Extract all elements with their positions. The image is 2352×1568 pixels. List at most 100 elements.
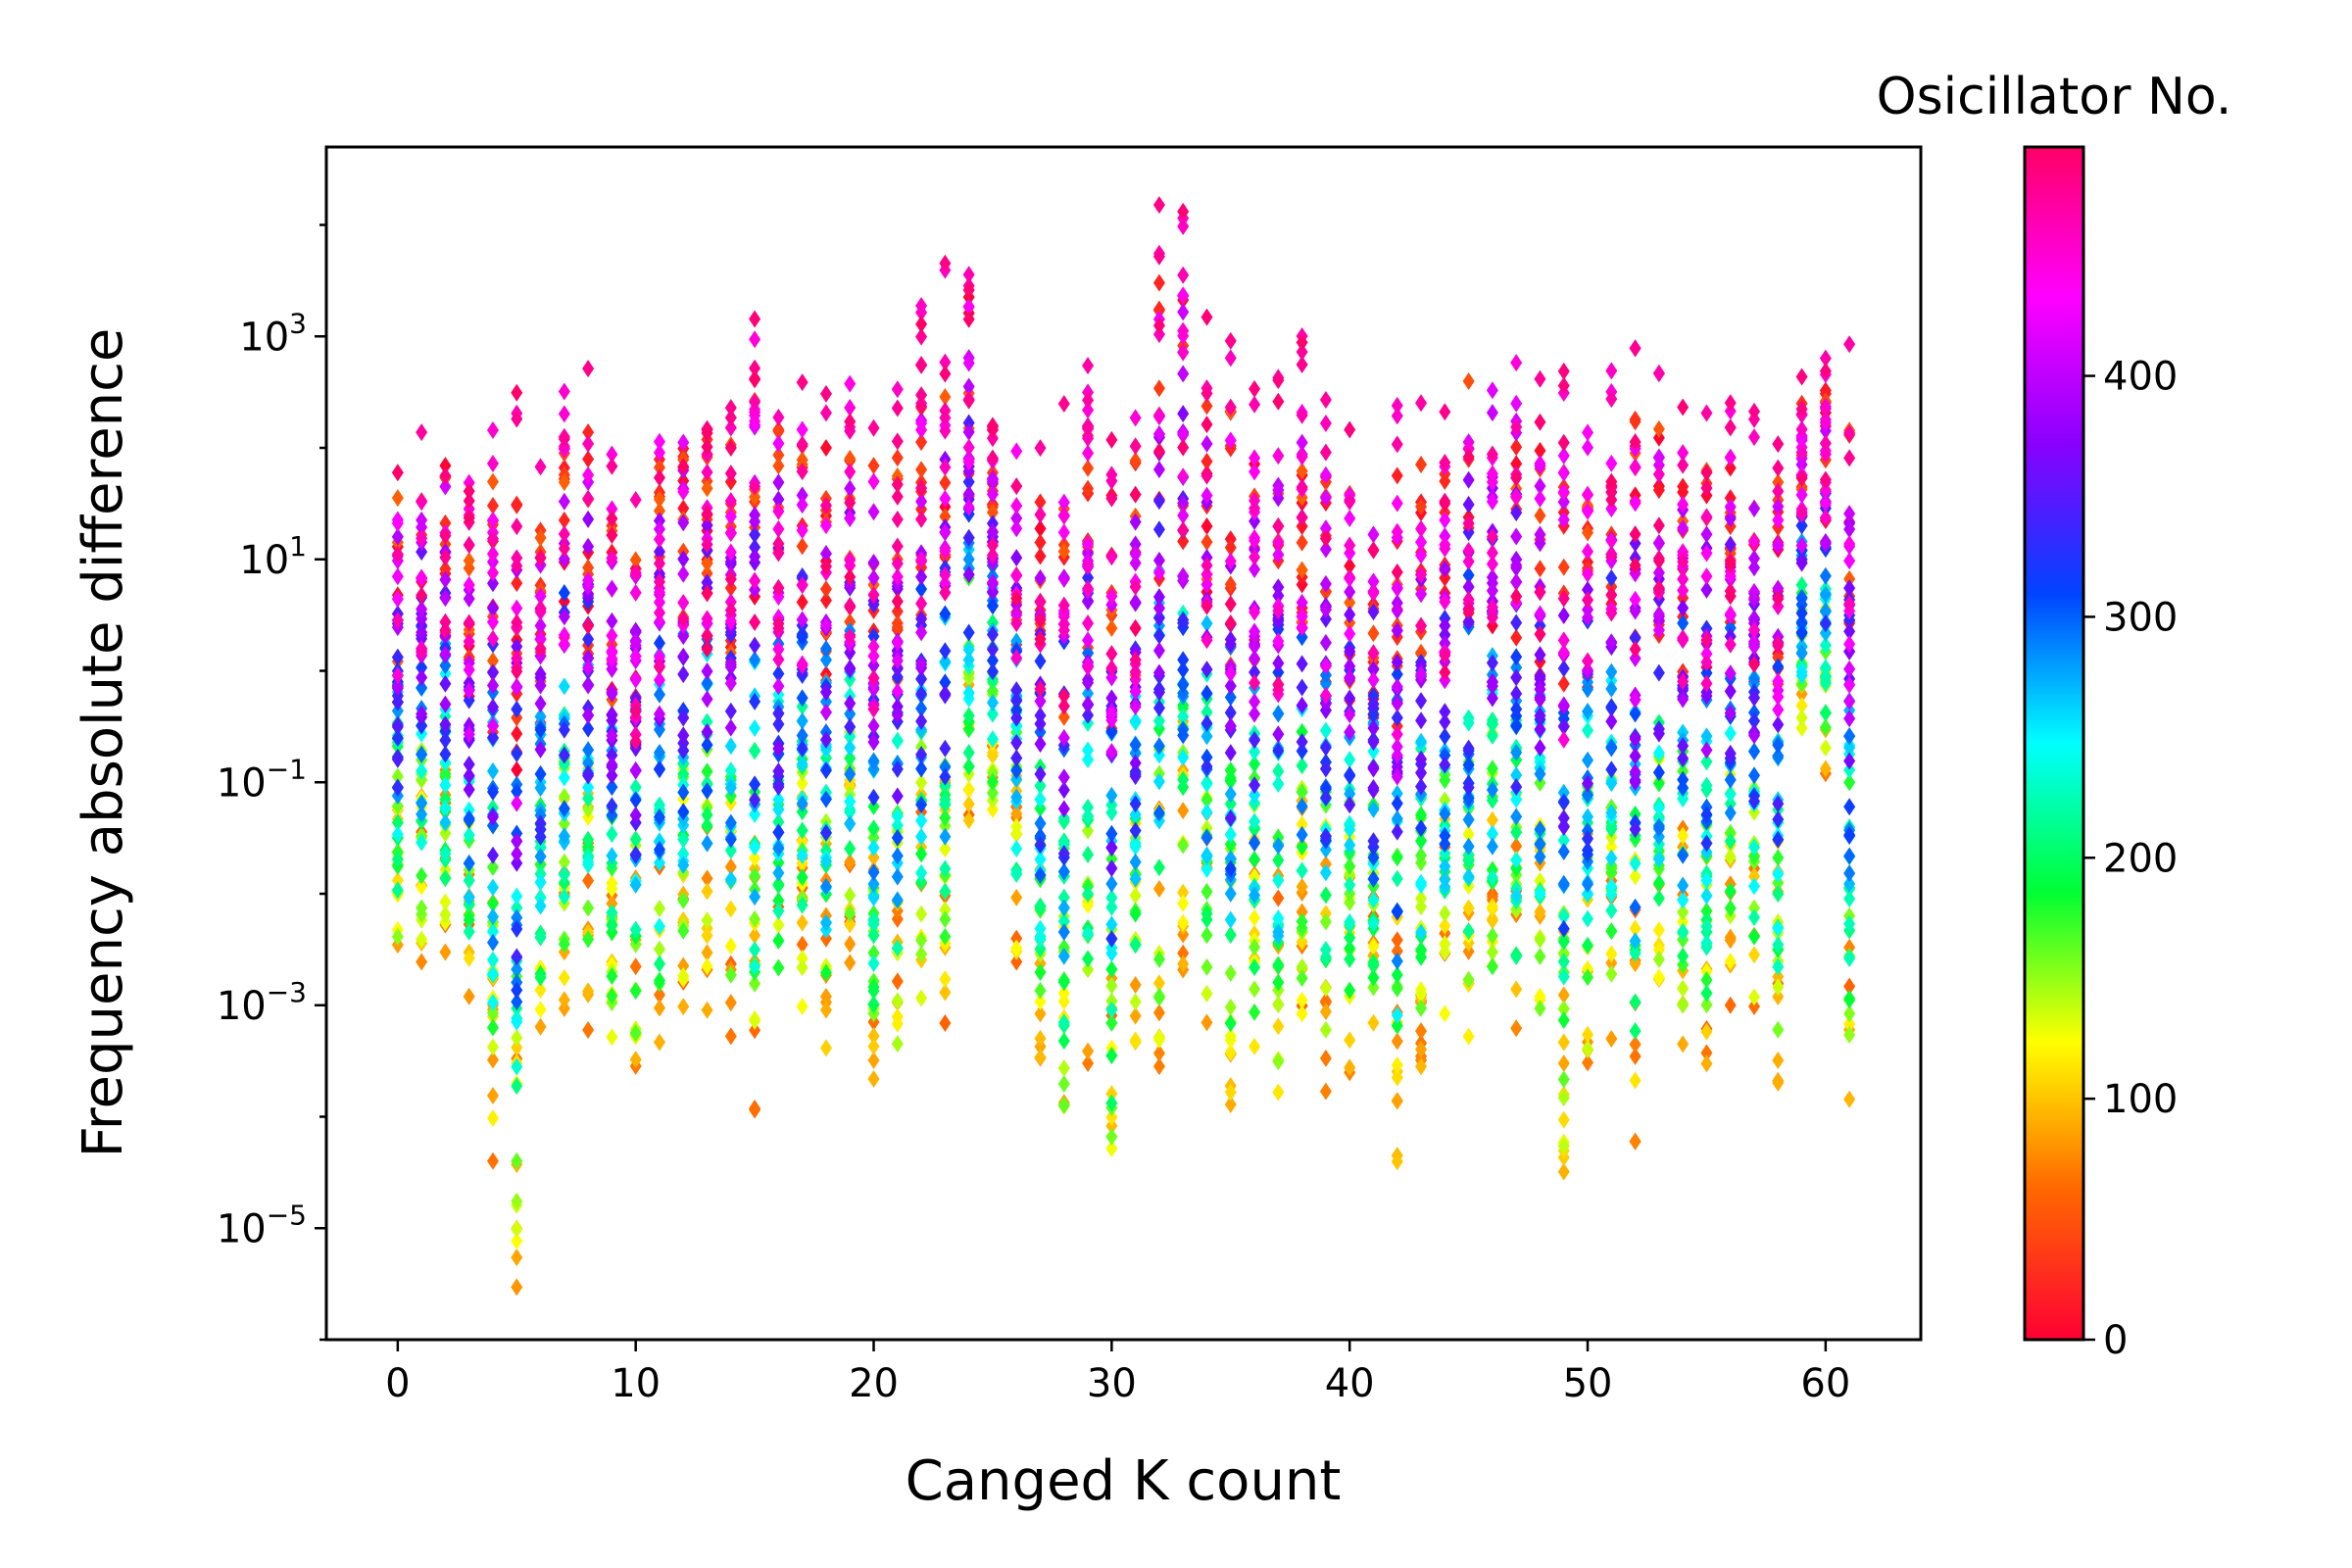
data-point	[486, 652, 499, 670]
data-point	[915, 811, 928, 830]
data-point	[1319, 788, 1332, 807]
data-point	[939, 473, 952, 492]
data-point	[1367, 661, 1380, 679]
data-point	[844, 803, 857, 821]
data-point	[391, 567, 404, 586]
data-point	[486, 1109, 499, 1128]
data-point	[558, 887, 570, 906]
data-point	[391, 590, 404, 609]
data-point	[416, 642, 428, 661]
data-point	[891, 399, 904, 417]
data-point	[1200, 703, 1213, 721]
data-point	[1534, 605, 1546, 623]
data-point	[629, 761, 642, 780]
data-point	[1177, 894, 1190, 912]
data-point	[772, 892, 785, 910]
data-point	[819, 438, 832, 457]
data-point	[1843, 727, 1856, 746]
data-point	[1557, 511, 1570, 529]
data-point	[1439, 511, 1451, 529]
data-point	[1319, 941, 1332, 959]
data-point	[939, 808, 952, 827]
data-point	[1724, 605, 1737, 623]
data-point	[1200, 791, 1213, 809]
data-point	[1534, 507, 1546, 525]
data-point	[1795, 575, 1808, 594]
data-point	[939, 583, 952, 602]
data-point	[1534, 930, 1546, 949]
data-point	[653, 955, 665, 973]
data-point	[1391, 694, 1403, 712]
data-point	[1557, 362, 1570, 380]
data-point	[986, 546, 999, 564]
data-point	[1177, 726, 1190, 745]
data-point	[796, 997, 808, 1015]
data-point	[1057, 768, 1070, 787]
data-point	[844, 557, 857, 575]
data-point	[724, 508, 737, 526]
data-point	[1224, 760, 1237, 779]
data-point	[653, 520, 665, 539]
data-point	[1319, 610, 1332, 628]
data-point	[1843, 938, 1856, 956]
data-point	[1772, 535, 1785, 554]
data-point	[463, 716, 475, 735]
data-point	[939, 882, 952, 901]
data-point	[1105, 944, 1118, 962]
data-point	[1843, 847, 1856, 865]
data-point	[1582, 580, 1594, 599]
data-point	[915, 655, 928, 673]
data-point	[1367, 800, 1380, 818]
data-point	[1034, 714, 1047, 733]
data-point	[1319, 633, 1332, 652]
data-point	[1652, 621, 1665, 640]
data-point	[915, 510, 928, 528]
data-point	[1652, 466, 1665, 484]
data-point	[1082, 535, 1095, 554]
data-point	[1629, 410, 1642, 428]
data-point	[486, 964, 499, 983]
data-point	[819, 545, 832, 564]
data-point	[1795, 503, 1808, 521]
data-point	[1057, 596, 1070, 614]
data-point	[1819, 659, 1832, 677]
data-point	[1700, 1054, 1713, 1073]
data-point	[819, 580, 832, 599]
data-point	[1510, 980, 1523, 999]
data-point	[1010, 805, 1023, 823]
data-point	[1439, 727, 1451, 746]
data-point	[606, 778, 618, 797]
data-point	[653, 720, 665, 739]
data-point	[1129, 545, 1142, 564]
data-point	[1415, 763, 1428, 782]
data-point	[1652, 605, 1665, 623]
data-point	[796, 373, 808, 392]
data-point	[1557, 906, 1570, 925]
data-point	[1772, 795, 1785, 813]
data-point	[1415, 497, 1428, 515]
data-point	[749, 636, 761, 655]
data-point	[891, 537, 904, 556]
data-point	[1057, 1075, 1070, 1094]
data-point	[1748, 402, 1761, 420]
data-point	[653, 593, 665, 612]
data-point	[1177, 425, 1190, 444]
data-point	[1724, 770, 1737, 789]
data-point	[606, 579, 618, 598]
data-point	[819, 516, 832, 535]
data-point	[677, 482, 690, 501]
data-point	[867, 554, 880, 572]
data-point	[1010, 939, 1023, 957]
data-point	[1629, 629, 1642, 648]
data-point	[867, 733, 880, 752]
data-point	[701, 505, 713, 523]
data-point	[1105, 976, 1118, 995]
data-point	[1082, 741, 1095, 760]
data-point	[749, 1021, 761, 1040]
data-point	[772, 902, 785, 920]
data-point	[1582, 542, 1594, 561]
data-point	[749, 692, 761, 710]
data-point	[629, 982, 642, 1001]
data-point	[558, 608, 570, 626]
